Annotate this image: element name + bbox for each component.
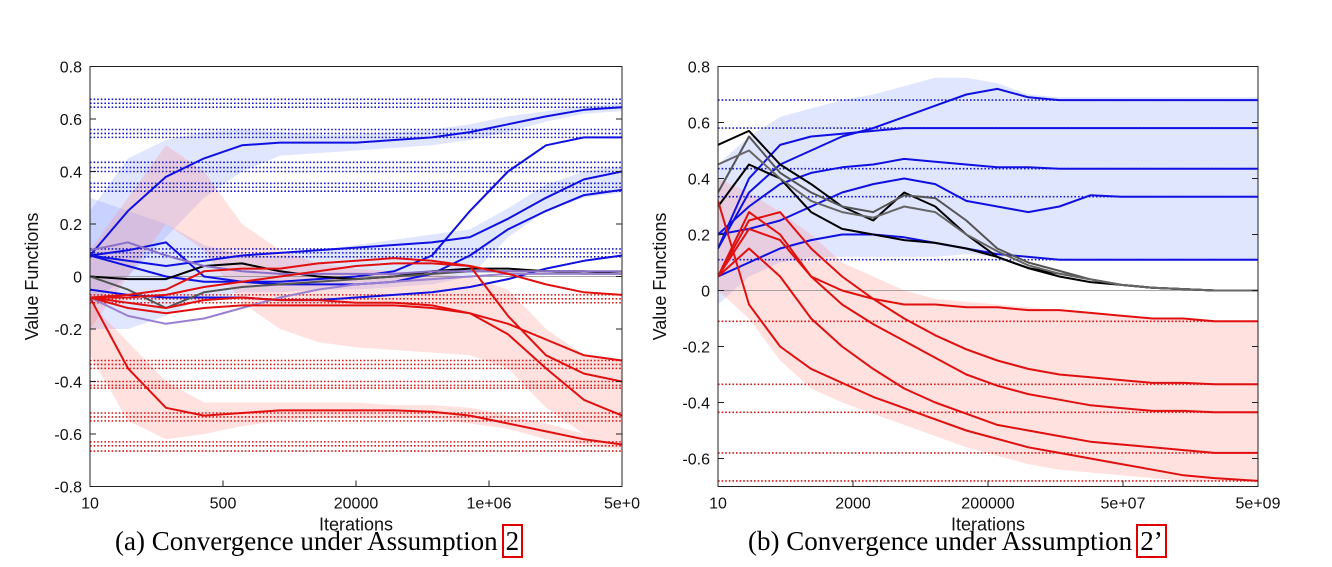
caption-b-ref-link[interactable]: 2’ (1136, 524, 1167, 558)
panel-a-series-red-5 (90, 262, 622, 299)
panel-a-x-tick-label-0: 10 (81, 496, 99, 513)
panel-a-series-red-4 (90, 296, 622, 362)
panel-a-series-blue-3 (90, 170, 622, 267)
panel-b-series-gray-2 (718, 149, 1258, 292)
panel-b-series-blue-3 (718, 157, 1258, 236)
panel-b-x-tick-label-2: 200000 (961, 496, 1014, 513)
panel-a-y-axis-label: Value Functions (22, 213, 42, 341)
panel-b-x-tick-label-4: 5e+09 (1236, 496, 1281, 513)
panel-a-plot-content (90, 98, 622, 452)
panel-a-band-2 (90, 145, 622, 440)
panel-a-band-0 (90, 103, 622, 303)
caption-a-ref-link[interactable]: 2 (501, 524, 524, 558)
panel-b-x-tick-label-3: 5e+07 (1101, 496, 1146, 513)
panel-b-y-tick-label-5: 0.4 (688, 172, 710, 189)
panel-a-y-tick-label-3: -0.2 (54, 322, 82, 339)
panel-b-y-axis-label: Value Functions (650, 213, 670, 341)
panel-a-y-tick-label-0: -0.8 (54, 480, 82, 497)
panel-b-x-axis-label: Iterations (951, 515, 1025, 535)
panel-a-chart: -0.8 -0.6 -0.4 -0.2 0 0.2 0.4 0.6 0.8 10 500 20000 1… (22, 60, 640, 535)
caption-b-text: (b) Convergence under Assumption (748, 526, 1133, 556)
panel-b-y-tick-label-0: -0.6 (682, 452, 710, 469)
panel-a-x-tick-label-3: 1e+06 (467, 496, 512, 513)
panel-a-series-blue-2 (90, 136, 622, 283)
panel-a-series-red-1 (90, 297, 622, 446)
caption-a-text: (a) Convergence under Assumption (115, 526, 498, 556)
panel-b-series-blue-1 (718, 87, 1258, 249)
panel-a-y-tick-label-8: 0.8 (60, 60, 82, 77)
caption-a: (a) Convergence under Assumption 2 (115, 524, 524, 558)
panel-b-series-red-2 (718, 247, 1258, 454)
panel-a-series-red-2 (90, 296, 622, 417)
panel-a-y-tick-label-5: 0.2 (60, 217, 82, 234)
panel-a-y-tick-label-1: -0.6 (54, 427, 82, 444)
panel-a-series-blue-1 (90, 106, 622, 257)
panel-b-x-tick-label-1: 2000 (835, 496, 871, 513)
panel-b-series-blue-2 (718, 127, 1258, 249)
panel-b-y-tick-label-6: 0.6 (688, 116, 710, 133)
panel-a-y-tick-label-4: 0 (73, 270, 82, 287)
panel-a-y-tick-label-2: -0.4 (54, 375, 82, 392)
panel-a-y-tick-label-6: 0.4 (60, 165, 82, 182)
panel-b-series-red-4 (718, 211, 1258, 386)
panel-a-x-tick-label-2: 20000 (334, 496, 379, 513)
panel-b-y-tick-label-7: 0.8 (688, 60, 710, 77)
panel-b-y-tick-label-2: -0.2 (682, 340, 710, 357)
panel-b-chart: -0.6 -0.4 -0.2 0 0.2 0.4 0.6 0.8 10 2000 200000 5e+… (650, 60, 1281, 535)
panel-b-band-1 (718, 178, 1258, 481)
panel-a-series-purple-2 (90, 272, 622, 325)
panel-a-series-red-3 (90, 257, 622, 383)
panel-b-series-red-5 (718, 211, 1258, 323)
panel-a-band-3 (90, 302, 622, 450)
caption-b: (b) Convergence under Assumption 2’ (748, 524, 1167, 558)
panel-a-x-axis-label: Iterations (319, 515, 393, 535)
panel-a-x-tick-label-4: 5e+0 (604, 496, 640, 513)
panel-a-series-purple-1 (90, 241, 622, 275)
panel-b-y-tick-label-4: 0.2 (688, 228, 710, 245)
panel-b-series-red-1 (718, 200, 1258, 482)
panel-b-x-tick-label-0: 10 (709, 496, 727, 513)
panel-a-y-tick-label-7: 0.6 (60, 112, 82, 129)
panel-b-plot-content (718, 77, 1258, 482)
panel-b-y-tick-label-1: -0.4 (682, 396, 710, 413)
panel-a-x-tick-label-1: 500 (210, 496, 237, 513)
panel-b-series-blue-4 (718, 177, 1258, 236)
panel-b-y-tick-label-3: 0 (701, 284, 710, 301)
